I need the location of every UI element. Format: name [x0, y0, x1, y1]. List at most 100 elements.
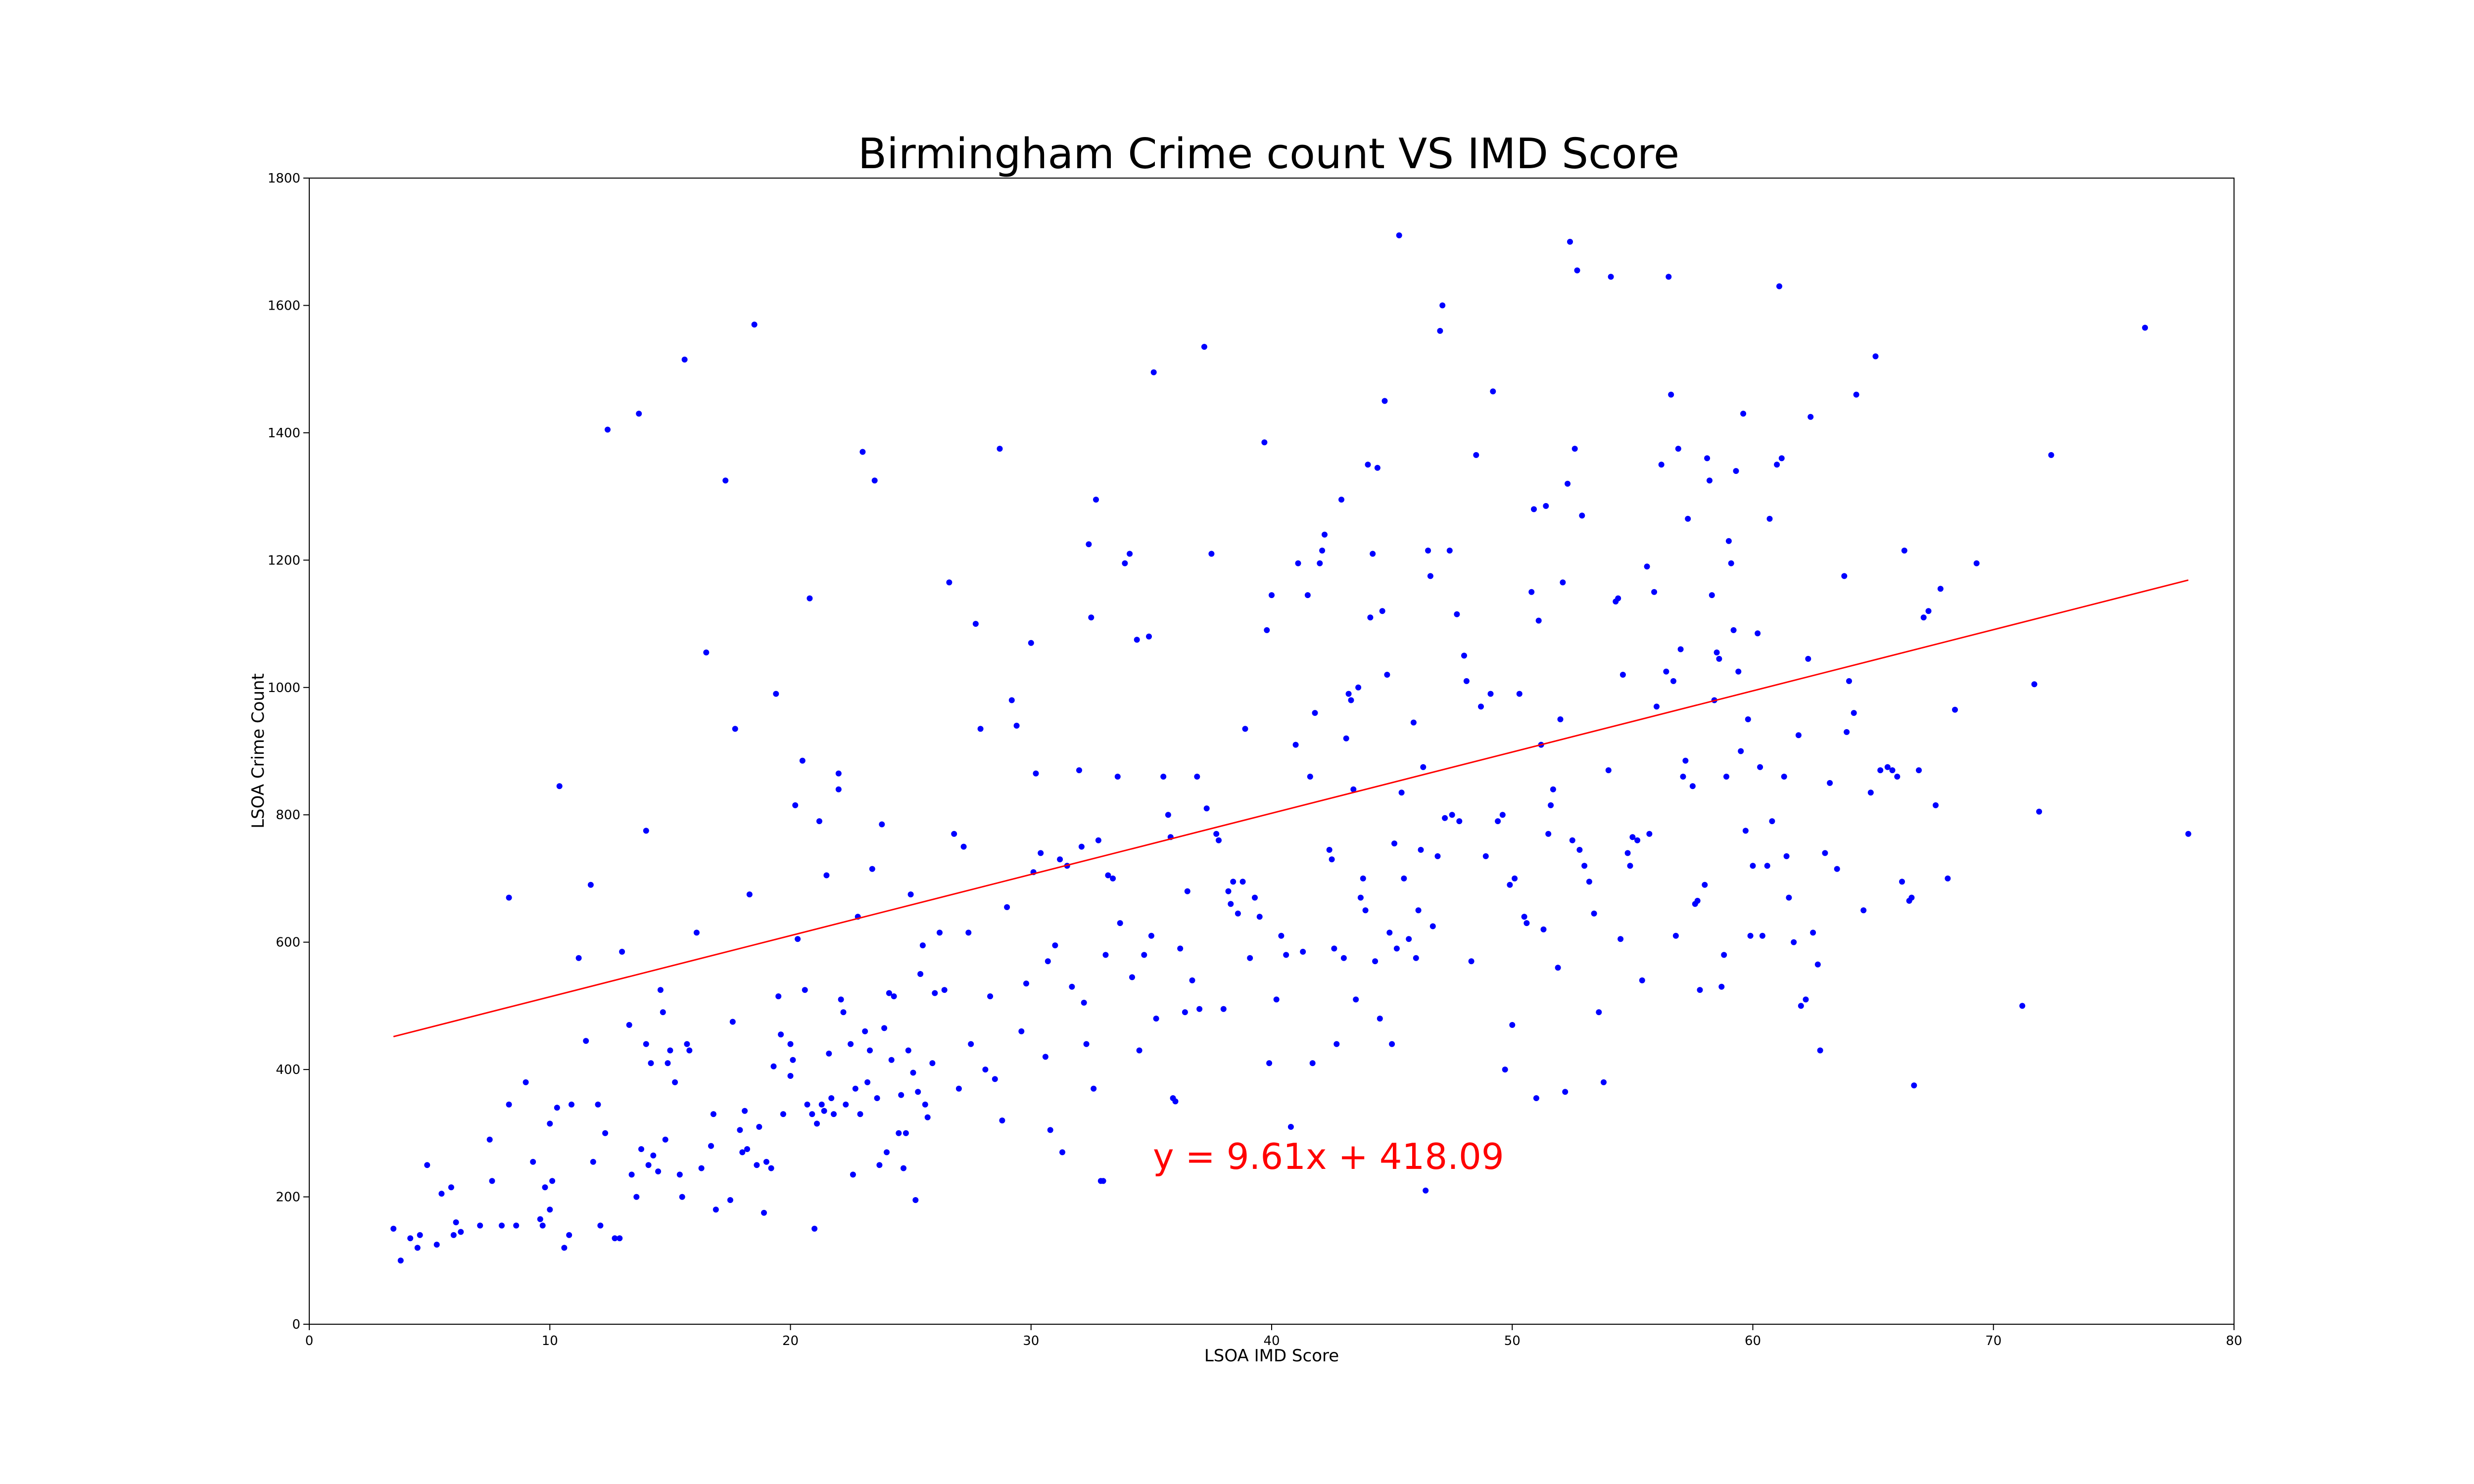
data-point	[951, 831, 957, 837]
data-point	[1627, 863, 1633, 869]
data-point	[727, 1197, 733, 1203]
data-point	[1516, 691, 1522, 697]
data-point	[1884, 764, 1891, 770]
data-point	[1755, 630, 1761, 637]
trendline-equation: y = 9.61x + 418.09	[1153, 1136, 1504, 1177]
data-point	[1273, 996, 1280, 1003]
data-point	[867, 1047, 873, 1054]
data-point	[1160, 774, 1167, 780]
data-point	[1004, 904, 1010, 910]
data-point	[850, 1171, 856, 1178]
data-point	[643, 1041, 649, 1047]
data-point	[1629, 834, 1636, 840]
data-point	[1093, 497, 1099, 503]
data-point	[1735, 668, 1742, 675]
data-point	[1973, 560, 1980, 566]
data-point	[972, 621, 979, 627]
data-point	[569, 1101, 574, 1108]
data-point	[1677, 646, 1684, 652]
data-point	[619, 949, 625, 955]
data-point	[1338, 497, 1344, 503]
data-point	[852, 1085, 858, 1092]
data-point	[1672, 932, 1679, 939]
data-point	[1437, 327, 1443, 334]
data-point	[924, 1114, 931, 1120]
data-point	[1658, 462, 1665, 468]
data-point	[1413, 955, 1419, 961]
data-point	[831, 1111, 837, 1117]
data-point	[2036, 808, 2043, 815]
data-point	[1624, 850, 1631, 856]
data-point	[665, 1060, 671, 1067]
data-point	[1216, 837, 1222, 843]
data-point	[1220, 1006, 1227, 1012]
x-tick-label: 20	[782, 1334, 799, 1348]
data-point	[1150, 369, 1157, 375]
data-point	[1184, 888, 1190, 894]
data-point	[1225, 888, 1232, 894]
data-point	[1343, 735, 1349, 742]
data-point	[799, 757, 806, 764]
data-point	[818, 1101, 825, 1108]
data-point	[1615, 595, 1621, 602]
data-point	[1814, 961, 1821, 968]
data-point	[2048, 452, 2054, 458]
data-point	[556, 783, 563, 789]
data-point	[1287, 1124, 1294, 1130]
data-point	[1141, 952, 1147, 958]
data-point	[795, 936, 801, 942]
data-point	[453, 1219, 459, 1225]
data-point	[1038, 850, 1044, 856]
data-point	[1596, 1009, 1602, 1016]
data-point	[838, 996, 844, 1003]
data-point	[859, 449, 866, 455]
data-point	[1389, 1041, 1395, 1047]
data-point	[1675, 446, 1681, 452]
chart-title: Birmingham Crime count VS IMD Score	[858, 130, 1679, 179]
data-point	[1242, 726, 1248, 732]
data-point	[1651, 589, 1658, 595]
data-point	[643, 828, 649, 834]
data-point	[744, 1146, 750, 1152]
data-point	[1331, 945, 1337, 952]
data-point	[1560, 579, 1566, 586]
data-point	[955, 1085, 962, 1092]
data-point	[1774, 462, 1780, 468]
data-point	[1764, 863, 1770, 869]
data-point	[1081, 1000, 1087, 1006]
data-point	[1312, 710, 1318, 716]
data-point	[1442, 815, 1448, 821]
data-point	[1304, 592, 1311, 599]
data-point	[1278, 932, 1285, 939]
x-tick-label: 80	[2226, 1334, 2242, 1348]
data-point	[605, 426, 611, 433]
y-axis: 0 200 400 600 800 1000 1200 1400 1600 1800	[268, 171, 309, 1332]
data-point	[1707, 477, 1713, 484]
data-point	[826, 1050, 832, 1057]
data-point	[816, 818, 822, 825]
data-point	[871, 477, 878, 484]
data-point	[1937, 586, 1944, 592]
data-point	[1822, 850, 1828, 856]
data-point	[1908, 894, 1915, 901]
data-point	[881, 1025, 888, 1031]
data-point	[1490, 388, 1496, 395]
data-point	[1425, 548, 1431, 554]
data-point	[821, 1108, 827, 1114]
data-point	[1088, 614, 1094, 621]
data-point	[1841, 573, 1848, 579]
data-point	[1899, 879, 1905, 885]
data-point	[1028, 640, 1034, 646]
data-point	[814, 1120, 820, 1127]
data-point	[1733, 468, 1739, 474]
data-point	[1569, 837, 1575, 843]
data-point	[1208, 551, 1215, 557]
data-point	[1377, 1016, 1383, 1022]
data-point	[1100, 1178, 1106, 1184]
data-point	[1454, 611, 1460, 617]
x-tick-label: 10	[542, 1334, 558, 1348]
data-point	[960, 843, 967, 850]
data-point	[941, 987, 948, 993]
data-point	[648, 1060, 654, 1067]
data-point	[489, 1178, 495, 1184]
